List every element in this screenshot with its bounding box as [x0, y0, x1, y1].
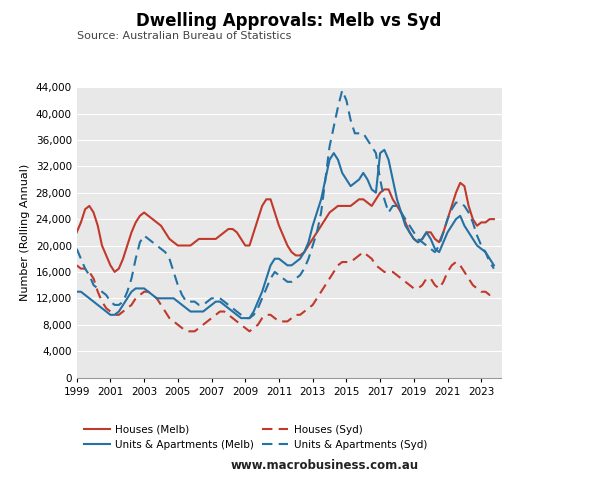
Text: www.macrobusiness.com.au: www.macrobusiness.com.au: [231, 459, 418, 472]
Legend: Houses (Melb), Units & Apartments (Melb), Houses (Syd), Units & Apartments (Syd): Houses (Melb), Units & Apartments (Melb)…: [80, 421, 431, 454]
Text: MACRO: MACRO: [481, 17, 542, 31]
Text: BUSINESS: BUSINESS: [471, 41, 553, 56]
Y-axis label: Number (Rolling Annual): Number (Rolling Annual): [20, 164, 30, 301]
Text: Source: Australian Bureau of Statistics: Source: Australian Bureau of Statistics: [77, 31, 291, 42]
Text: Dwelling Approvals: Melb vs Syd: Dwelling Approvals: Melb vs Syd: [136, 12, 442, 30]
